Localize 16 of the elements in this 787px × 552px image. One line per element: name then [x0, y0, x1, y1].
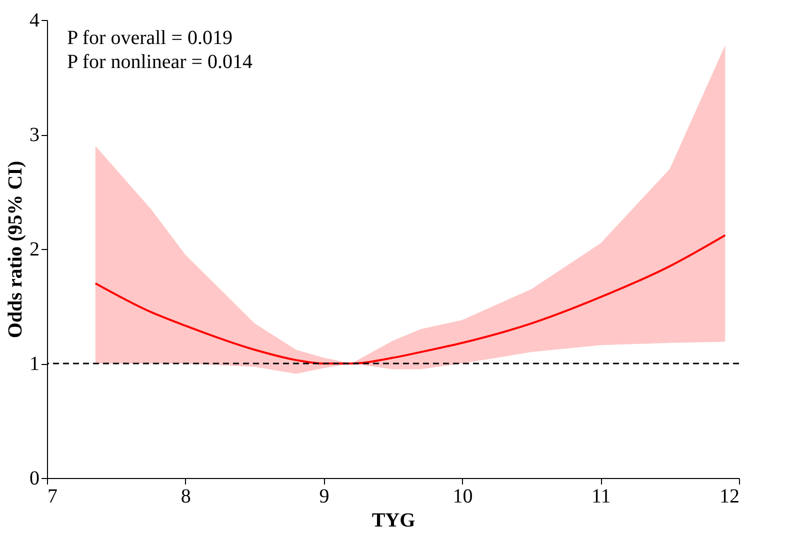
annotation: P for nonlinear = 0.014 [67, 51, 253, 73]
x-tick-label: 9 [319, 486, 330, 508]
y-tick-label: 4 [30, 10, 40, 32]
x-tick-label: 8 [180, 486, 191, 508]
x-tick-label: 10 [452, 486, 473, 508]
x-axis-title: TYG [372, 510, 416, 532]
y-tick-label: 0 [30, 468, 40, 490]
y-axis-title: Odds ratio (95% CI) [4, 160, 26, 338]
line-series [94, 234, 726, 364]
annotation: P for overall = 0.019 [67, 27, 233, 49]
x-tick-label: 11 [591, 486, 611, 508]
x-tick-label: 7 [48, 486, 58, 508]
y-tick-label: 3 [30, 124, 40, 146]
y-tick-label: 2 [30, 238, 40, 260]
x-tick-label: 12 [720, 486, 740, 508]
y-tick-label: 1 [30, 353, 40, 375]
